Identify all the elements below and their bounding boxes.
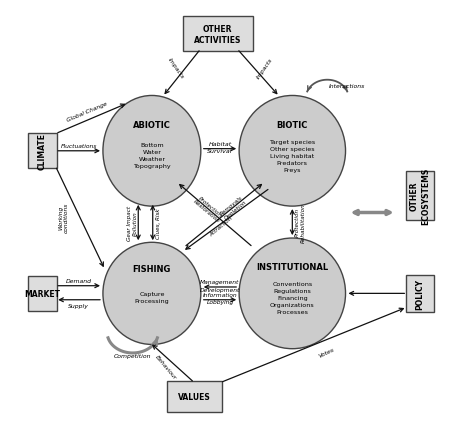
Text: INSTITUTIONAL: INSTITUTIONAL — [256, 263, 328, 272]
Text: Demand: Demand — [66, 279, 91, 283]
Text: Lobbying: Lobbying — [206, 299, 234, 305]
Ellipse shape — [103, 96, 201, 207]
Text: Behaviour: Behaviour — [154, 354, 177, 380]
Text: Protection
Rehabilitation: Protection Rehabilitation — [294, 202, 305, 242]
Text: OTHER
ECOSYSTEMS: OTHER ECOSYSTEMS — [410, 167, 430, 225]
Text: Conventions
Regulations
Financing
Organizations
Processes: Conventions Regulations Financing Organi… — [270, 282, 315, 314]
Text: OTHER
ACTIVITIES: OTHER ACTIVITIES — [194, 25, 242, 45]
Text: Removals
Depletion: Removals Depletion — [219, 194, 248, 221]
FancyBboxPatch shape — [167, 381, 222, 412]
Ellipse shape — [239, 96, 346, 207]
Text: Supply: Supply — [68, 303, 89, 308]
Text: Development: Development — [200, 287, 240, 292]
Text: Impacts: Impacts — [255, 57, 273, 80]
FancyBboxPatch shape — [406, 275, 435, 312]
Text: Working
conditions: Working conditions — [58, 202, 69, 232]
Text: Protection
Restoration: Protection Restoration — [192, 194, 224, 223]
Text: POLICY: POLICY — [416, 278, 425, 309]
Text: Survival: Survival — [207, 149, 233, 154]
Text: Capture
Processing: Capture Processing — [135, 292, 169, 304]
Text: Impacts: Impacts — [167, 57, 185, 80]
Text: Habitat: Habitat — [209, 141, 232, 146]
Text: Competition: Competition — [114, 354, 152, 359]
Text: BIOTIC: BIOTIC — [277, 121, 308, 130]
Text: VALUES: VALUES — [178, 392, 211, 401]
Text: Fluctuations: Fluctuations — [61, 144, 97, 149]
Text: MARKET: MARKET — [24, 289, 60, 298]
FancyBboxPatch shape — [27, 276, 56, 311]
Text: Management: Management — [201, 279, 240, 284]
Ellipse shape — [103, 243, 201, 345]
Text: Attraction: Attraction — [209, 216, 233, 238]
Ellipse shape — [239, 239, 346, 349]
Text: Gear Impact
Pollution: Gear Impact Pollution — [128, 205, 138, 240]
Text: CLIMATE: CLIMATE — [37, 133, 46, 170]
FancyBboxPatch shape — [183, 17, 253, 52]
Text: Global Change: Global Change — [66, 101, 108, 123]
Text: ABIOTIC: ABIOTIC — [133, 121, 171, 130]
Text: FISHING: FISHING — [133, 265, 171, 274]
Text: Interactions: Interactions — [328, 84, 365, 89]
Text: Clues, Risk: Clues, Risk — [156, 207, 161, 238]
Text: Target species
Other species
Living habitat
Predators
Preys: Target species Other species Living habi… — [269, 139, 316, 172]
FancyBboxPatch shape — [406, 172, 435, 220]
Text: Votes: Votes — [318, 346, 335, 358]
Text: Information: Information — [203, 292, 237, 297]
Text: Bottom
Water
Weather
Topography: Bottom Water Weather Topography — [133, 143, 171, 169]
FancyBboxPatch shape — [27, 134, 56, 169]
